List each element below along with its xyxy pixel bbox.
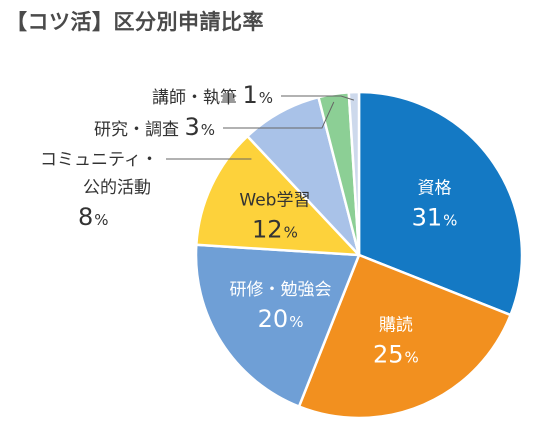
slice-value-1: 25% [373, 340, 419, 368]
slice-1 [297, 253, 512, 420]
slice-label-1: 購読 [379, 315, 413, 335]
slice-6 [347, 90, 361, 257]
pie-slices [194, 90, 524, 420]
leader-line-5 [223, 101, 335, 129]
leader-line-6 [281, 95, 355, 101]
slice-labels: 資格 31% 購読 25% 研修・勉強会 20% Web学習 12% コミュニティ・公的活動 8%… [40, 81, 457, 368]
slice-label-2: 研修・勉強会 [230, 280, 332, 300]
slice-label-3: Web学習 [239, 190, 310, 210]
leader-lines [166, 95, 355, 160]
chart-title: 【コツ活】区分別申請比率 [6, 10, 264, 34]
slice-3 [195, 134, 361, 257]
slice-label-5: 研究・調査 3% [94, 113, 215, 141]
slice-0 [357, 90, 524, 317]
slice-label-4: コミュニティ・ [40, 150, 158, 170]
slice-label-0: 資格 [417, 179, 451, 199]
slice-label-line2-4: 公的活動 [83, 178, 151, 198]
slice-value-2: 20% [258, 305, 304, 333]
slice-value-3: 12% [252, 215, 298, 243]
slice-value-0: 31% [412, 204, 458, 232]
slice-2 [194, 243, 361, 408]
slice-value-4: 8% [78, 203, 109, 231]
slice-label-6: 講師・執筆 1% [152, 81, 273, 109]
